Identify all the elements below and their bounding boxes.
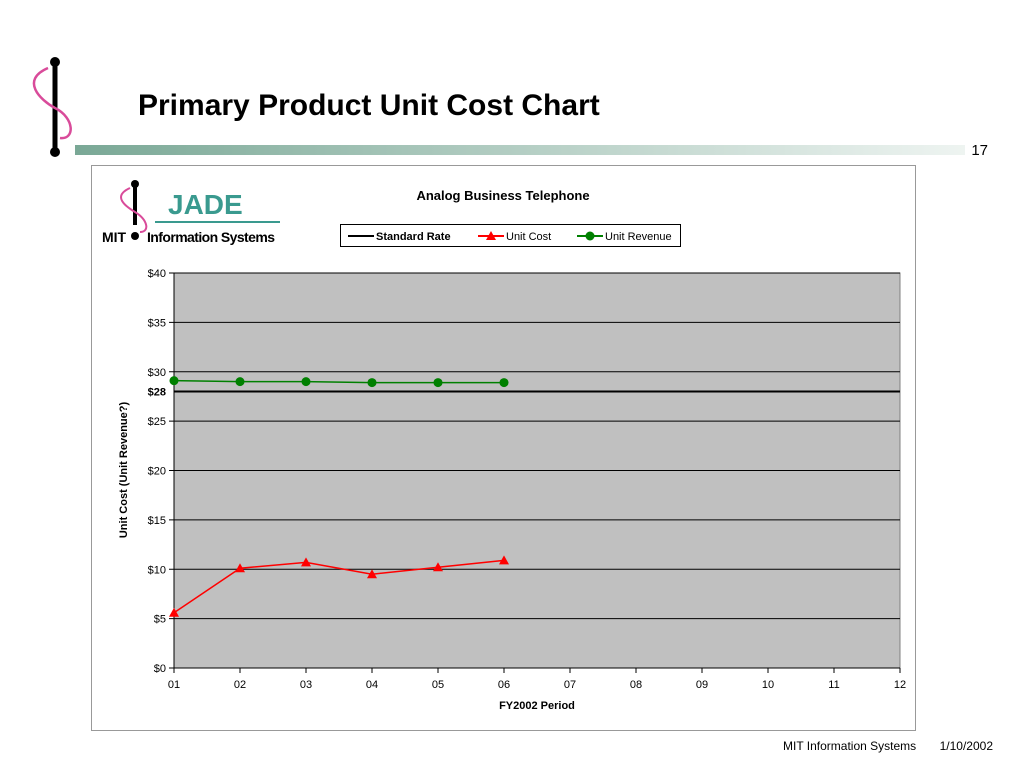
y-tick-label: $10: [148, 564, 166, 576]
data-point: [169, 376, 179, 386]
x-tick-label: 12: [894, 679, 906, 691]
data-point: [499, 378, 509, 388]
x-tick-label: 06: [498, 679, 510, 691]
data-point: [301, 557, 311, 567]
x-tick-label: 08: [630, 679, 642, 691]
y-tick-label: $35: [148, 317, 166, 329]
x-tick-label: 02: [234, 679, 246, 691]
slide-title: Primary Product Unit Cost Chart: [138, 89, 600, 122]
y-tick-label: $5: [154, 614, 166, 626]
jade-logo: JADE MIT Information Systems: [102, 180, 280, 245]
legend-marker: [585, 231, 595, 241]
x-tick-label: 10: [762, 679, 774, 691]
data-point: [169, 607, 179, 617]
page-number: 17: [971, 142, 988, 159]
legend-label: Unit Revenue: [605, 231, 672, 243]
data-point: [433, 562, 443, 572]
footer-date: 1/10/2002: [940, 739, 994, 753]
x-tick-label: 07: [564, 679, 576, 691]
data-point: [499, 555, 509, 565]
slide-logo: [32, 57, 72, 157]
x-tick-label: 05: [432, 679, 444, 691]
logo-unit: Information Systems: [147, 229, 275, 245]
y-tick-label: $40: [148, 268, 166, 280]
data-point: [301, 377, 311, 387]
chart-title: Analog Business Telephone: [416, 188, 589, 203]
x-tick-label: 11: [828, 679, 839, 691]
title-bar: [75, 145, 965, 155]
legend-marker: [486, 231, 496, 240]
series-line: [173, 559, 505, 614]
logo-org: MIT: [102, 229, 127, 245]
y-tick-label: $15: [148, 515, 166, 527]
x-axis-label: FY2002 Period: [499, 700, 575, 712]
y-tick-label: $0: [154, 663, 166, 675]
x-tick-label: 01: [168, 679, 180, 691]
y-tick-label: $30: [148, 367, 166, 379]
x-tick-label: 03: [300, 679, 312, 691]
series-line: [173, 379, 504, 384]
legend-label: Standard Rate: [376, 231, 451, 243]
y-axis-label: Unit Cost (Unit Revenue?): [118, 402, 130, 539]
legend-label: Unit Cost: [506, 231, 551, 243]
data-point: [433, 378, 443, 388]
x-tick-label: 09: [696, 679, 708, 691]
y-tick-label: $25: [148, 416, 166, 428]
data-point: [367, 569, 377, 579]
data-point: [235, 563, 245, 573]
legend: [340, 224, 681, 247]
x-tick-label: 04: [366, 679, 378, 691]
data-point: [235, 377, 245, 387]
data-point: [367, 378, 377, 388]
y-tick-label: $20: [148, 466, 166, 478]
logo-name: JADE: [168, 189, 243, 220]
reference-tick-label: $28: [148, 387, 166, 399]
footer-org: MIT Information Systems: [783, 739, 916, 753]
